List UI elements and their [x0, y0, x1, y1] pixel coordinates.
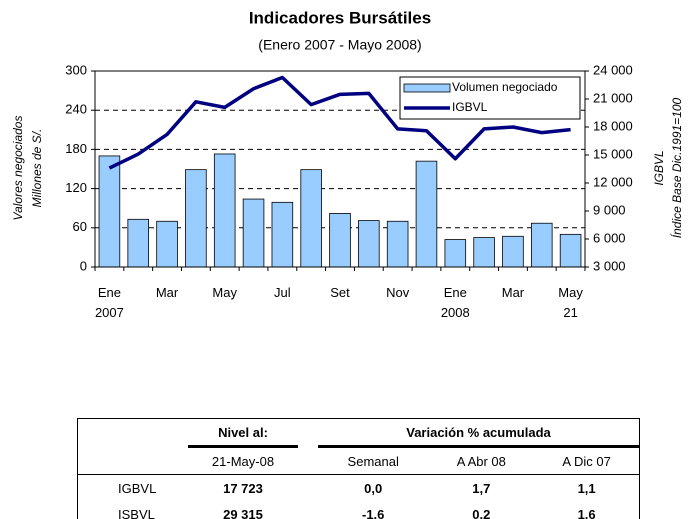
- subheader-cell: Semanal: [318, 446, 429, 475]
- y-axis-sublabel: Millones de S/.: [30, 129, 44, 208]
- bar: [271, 201, 294, 268]
- y2-tick-label: 3 000: [593, 258, 626, 273]
- legend-label: IGBVL: [452, 100, 488, 114]
- summary-table: Nivel al: Variación % acumulada 21-May-0…: [77, 418, 640, 519]
- y2-axis-sublabel: Índice Base Dic.1991=100: [669, 97, 684, 238]
- y2-tick-label: 18 000: [593, 118, 633, 133]
- x-tick-label: Jul: [274, 285, 291, 300]
- cell: 29 315: [223, 506, 263, 519]
- x-tick-label: Ene 2007: [94, 285, 124, 320]
- plot-frame: [94, 70, 586, 268]
- cell: 1,1: [577, 480, 596, 496]
- subheader-cell: 21-May-08: [188, 446, 298, 475]
- y-tick-label: 0: [80, 258, 87, 273]
- x-tick-label: Nov: [386, 285, 410, 300]
- bar: [98, 155, 121, 268]
- bar: [502, 235, 524, 268]
- chart-subtitle: (Enero 2007 - Mayo 2008): [258, 37, 421, 53]
- bar: [300, 169, 322, 268]
- y2-tick-label: 21 000: [593, 90, 633, 105]
- y2-tick-label: 12 000: [593, 174, 633, 189]
- row-label: ISBVL: [118, 506, 155, 519]
- bar: [386, 220, 409, 268]
- row-label: IGBVL: [118, 480, 157, 496]
- row: ISBVL 29 315 -1,6 0,2 1,6: [78, 501, 640, 519]
- bar: [156, 220, 178, 268]
- cell: 0,0: [364, 480, 383, 496]
- chart: Indicadores Bursátiles (Enero 2007 - May…: [11, 8, 684, 273]
- y2-tick-label: 15 000: [593, 146, 633, 161]
- y2-tick-label: 9 000: [593, 202, 626, 217]
- bar: [473, 237, 495, 268]
- header-row: Nivel al: Variación % acumulada: [78, 418, 640, 448]
- cell: 17 723: [223, 480, 263, 496]
- x-tick-label: Mar: [501, 285, 525, 300]
- subheader-cell: A Dic 07: [534, 446, 640, 475]
- bar: [530, 222, 553, 268]
- legend-label: Volumen negociado: [452, 80, 558, 94]
- x-tick-label: Ene 2008: [440, 285, 470, 320]
- y2-tick-label: 6 000: [593, 230, 626, 245]
- bar: [329, 213, 351, 268]
- y-tick-label: 300: [65, 62, 87, 77]
- line: [108, 75, 571, 170]
- bar: [242, 198, 265, 268]
- y-axis-label: Valores negociados: [11, 116, 25, 221]
- bar: [213, 153, 236, 268]
- y-tick-label: 60: [73, 219, 87, 234]
- header-cell: Nivel al:: [188, 418, 298, 448]
- cell: -1,6: [362, 506, 385, 519]
- y-tick-label: 180: [65, 141, 87, 156]
- cell: 1,6: [577, 506, 596, 519]
- y-tick-label: 120: [65, 180, 87, 195]
- y-tick-label: 240: [65, 102, 87, 117]
- y2-tick-label: 24 000: [593, 62, 633, 77]
- bar: [358, 220, 380, 268]
- subheader-cell: A Abr 08: [428, 446, 535, 475]
- x-tick-label: Mar: [155, 285, 179, 300]
- bar: [127, 218, 150, 268]
- y2-axis-label: IGBVL: [652, 150, 666, 185]
- x-tick-label: Set: [330, 285, 350, 300]
- bar: [415, 160, 438, 268]
- cell: 0,2: [472, 506, 491, 519]
- bar: [559, 233, 582, 268]
- subheader-row: 21-May-08 Semanal A Abr 08 A Dic 07: [77, 446, 640, 475]
- chart-title: Indicadores Bursátiles: [249, 8, 431, 27]
- x-tick-label: May 21: [558, 285, 583, 320]
- header-cell: Variación % acumulada: [318, 418, 640, 448]
- bar: [185, 169, 207, 268]
- x-tick-label: May: [212, 285, 237, 300]
- legend-swatch: [403, 83, 451, 93]
- bar: [444, 239, 467, 268]
- cell: 1,7: [472, 480, 491, 496]
- row: IGBVL 17 723 0,0 1,7 1,1: [78, 475, 640, 502]
